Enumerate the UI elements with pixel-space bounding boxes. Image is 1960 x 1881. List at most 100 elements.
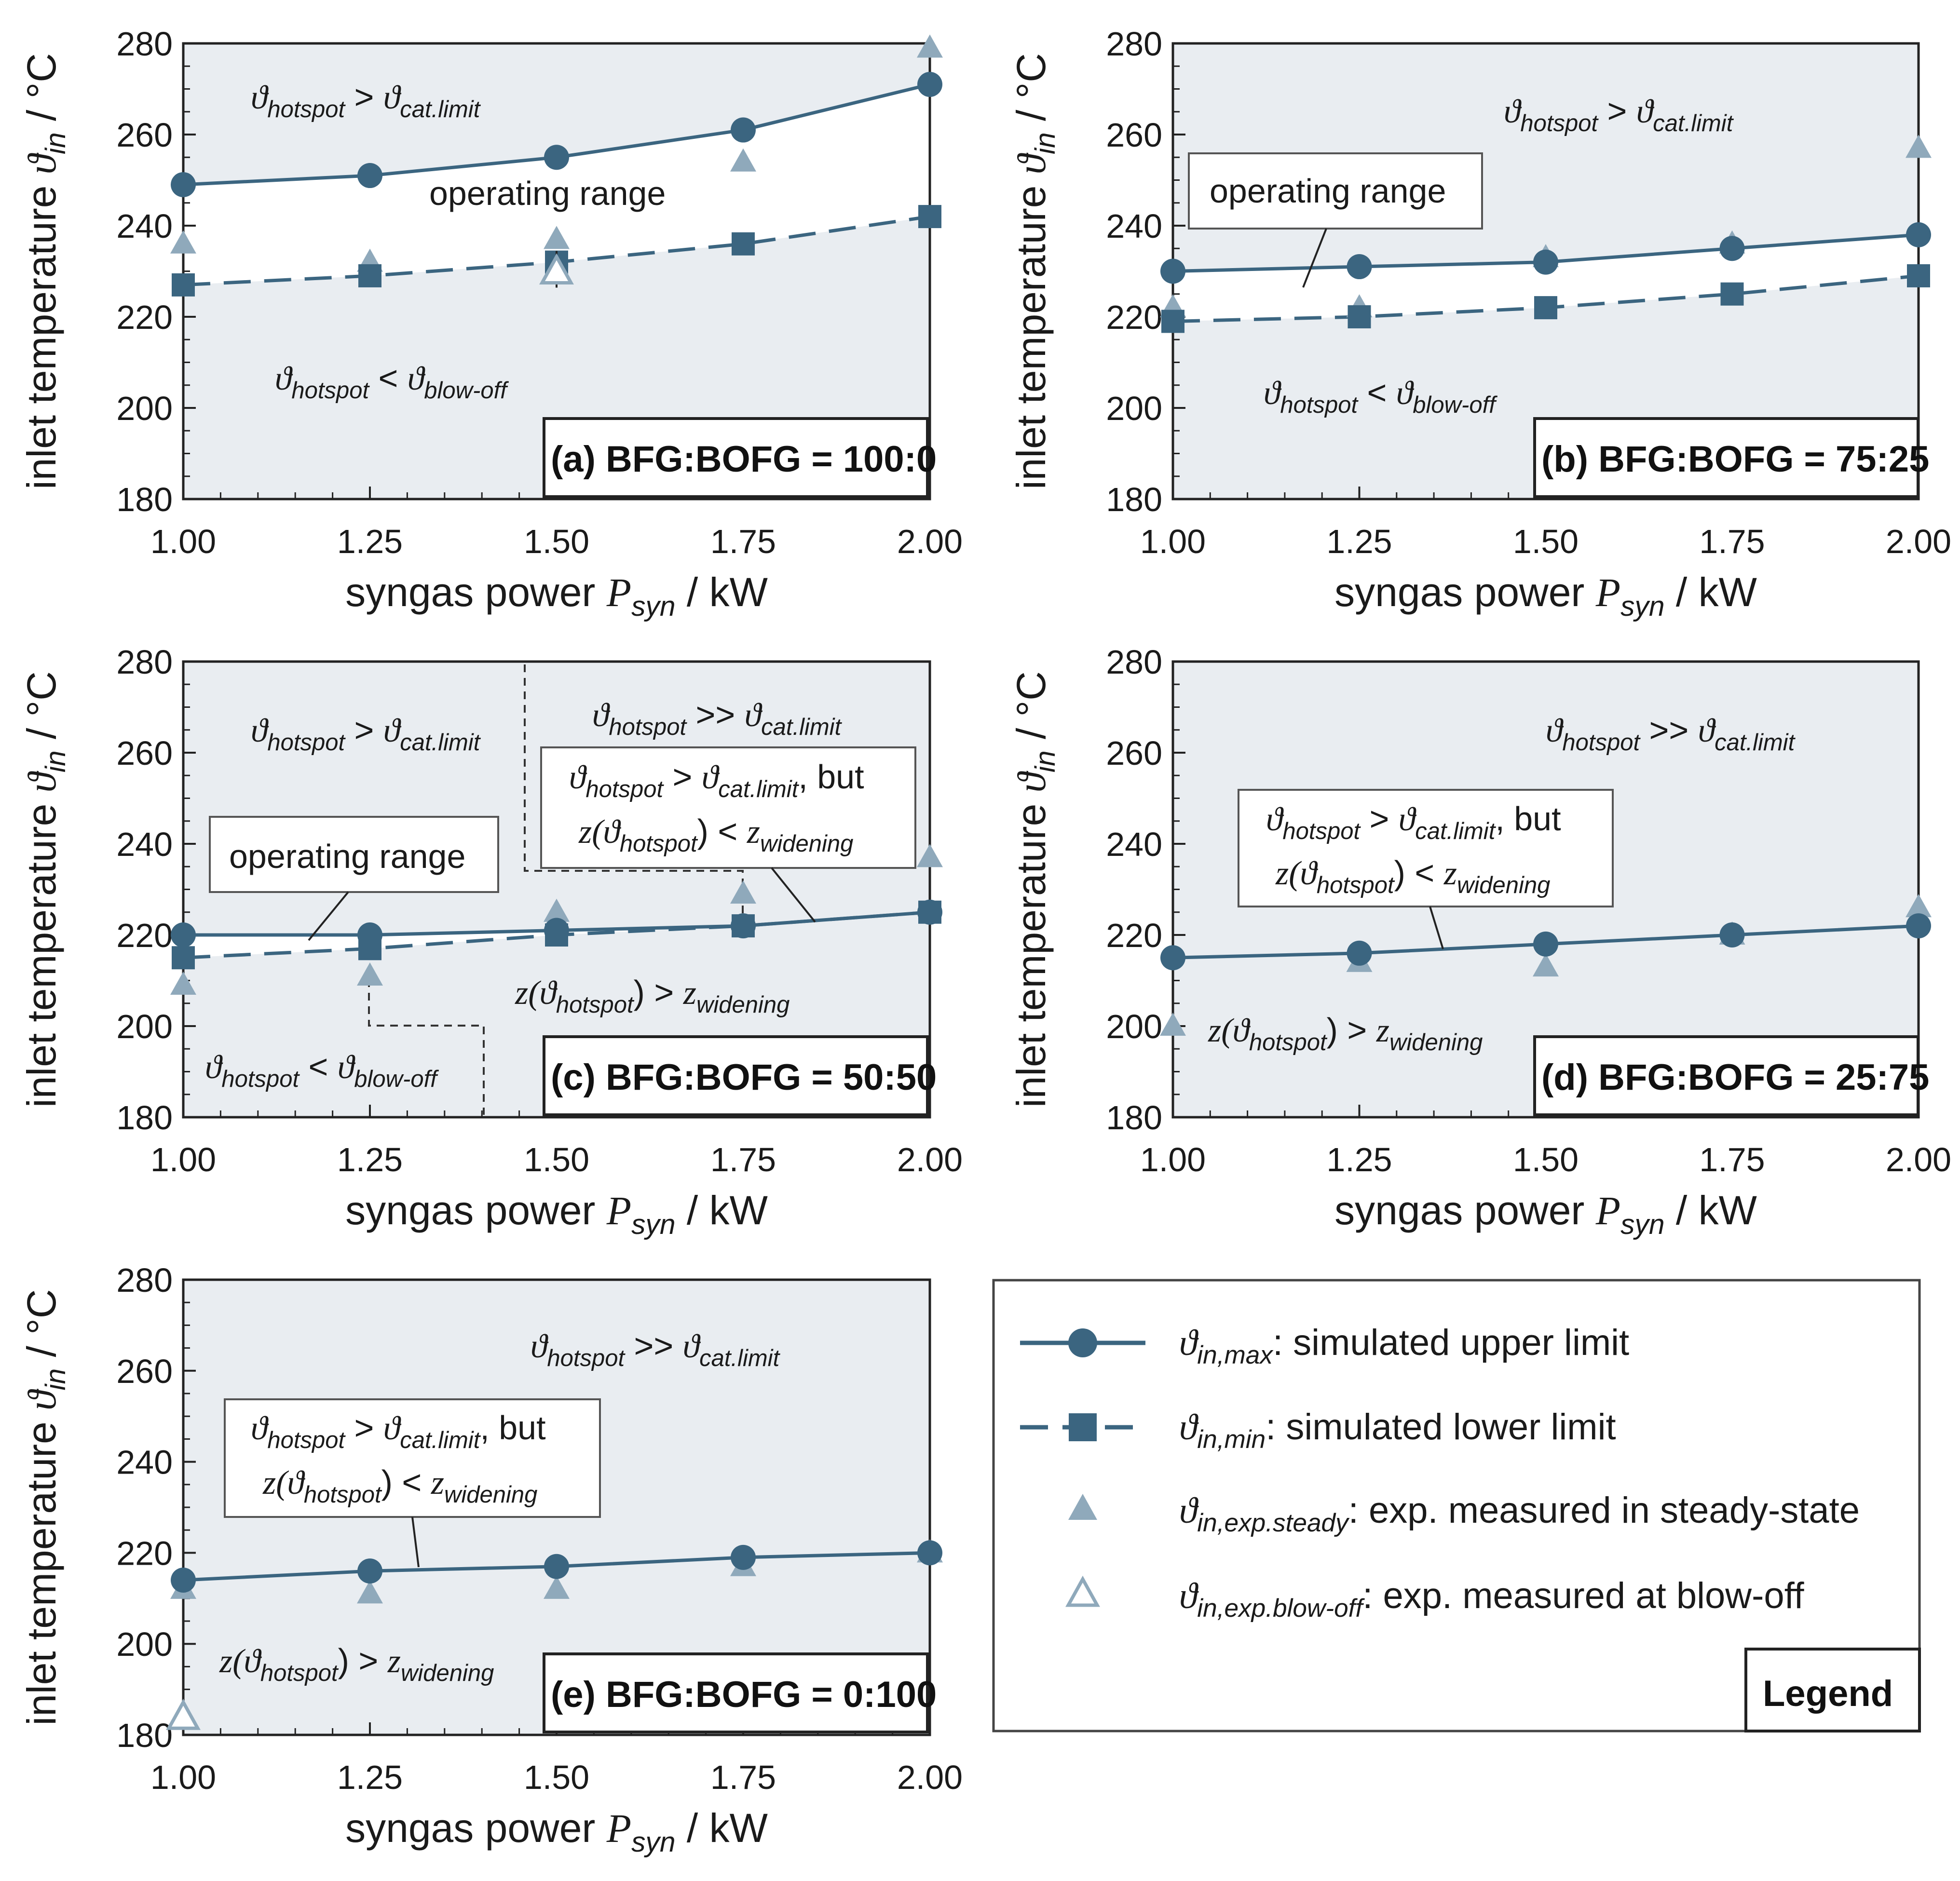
y-tick-label: 240 [1106, 207, 1162, 245]
legend-title: Legend [1763, 1673, 1893, 1714]
x-tick-label: 1.50 [1513, 523, 1579, 560]
x-tick-label: 1.75 [710, 523, 776, 560]
point-lower [1534, 296, 1557, 320]
y-tick-label: 200 [116, 1625, 173, 1663]
y-tick-label: 180 [1106, 1099, 1162, 1137]
point-steady [917, 844, 943, 867]
point-upper [544, 918, 569, 943]
widening-line2-c: z(ϑhotspot) < zwidening [578, 812, 853, 857]
x-tick-label: 1.75 [1699, 523, 1765, 560]
panel-label-b: (b) BFG:BOFG = 75:25 [1541, 439, 1929, 480]
panel-label-box-d [1533, 1035, 1919, 1116]
x-tick-label: 1.50 [524, 523, 589, 560]
series-marks-b [1160, 135, 1932, 333]
y-tick-label: 200 [1106, 1008, 1162, 1045]
y-tick-label: 200 [116, 390, 173, 427]
y-tick-label: 220 [116, 917, 173, 954]
widening-line1-d: ϑhotspot > ϑcat.limit, but [1266, 800, 1561, 844]
widening-line2-d: z(ϑhotspot) < zwidening [1275, 854, 1550, 898]
x-tick-label: 1.00 [150, 1141, 216, 1178]
point-upper [731, 913, 756, 939]
axes-c: 180 200 220 240 260 280 1.00 1.25 1.50 1.75 2.00 sy… [19, 643, 963, 1240]
point-steady [1906, 894, 1932, 918]
annot-below-blowoff-b: ϑhotspot < ϑblow-off [1264, 374, 1497, 418]
x-tick-label: 1.00 [1140, 523, 1206, 560]
axes-a: 180 200 220 240 260 280 1.00 1.25 1.50 1.75 2.00 sy… [19, 25, 963, 622]
y-tick-label: 200 [1106, 390, 1162, 427]
legend-marker-lower [1069, 1413, 1097, 1441]
annot-far-above-limit-c: ϑhotspot >> ϑcat.limit [592, 696, 843, 740]
point-blowoff [166, 1699, 201, 1730]
y-tick-label: 180 [116, 1717, 173, 1754]
x-tick-label: 1.25 [1326, 523, 1392, 560]
y-axis-label: inlet temperature ϑin / °C [19, 53, 71, 489]
x-tick-label: 2.00 [897, 1759, 963, 1796]
point-steady [170, 971, 196, 995]
operating-range-box-b [1188, 152, 1483, 230]
point-upper [1906, 222, 1931, 247]
y-tick-label: 180 [1106, 481, 1162, 518]
point-upper [917, 72, 942, 97]
point-upper [357, 1558, 382, 1584]
legend-marker-blowoff [1065, 1575, 1100, 1607]
point-steady [544, 226, 570, 249]
point-upper [1347, 940, 1372, 966]
panel-label-e: (e) BFG:BOFG = 0:100 [551, 1674, 937, 1715]
annot-above-widening-e: z(ϑhotspot) > zwidening [219, 1642, 494, 1686]
y-tick-label: 260 [116, 734, 173, 772]
divider-widening-c [524, 664, 744, 933]
y-tick-label: 240 [1106, 825, 1162, 863]
y-axis-label: inlet temperature ϑin / °C [19, 671, 71, 1108]
y-tick-label: 240 [116, 825, 173, 863]
annot-below-blowoff-a: ϑhotspot < ϑblow-off [275, 359, 509, 404]
point-upper [1719, 922, 1745, 947]
point-lower [358, 264, 381, 287]
point-lower [918, 205, 941, 229]
x-axis-label: syngas power Psyn / kW [1334, 1188, 1757, 1240]
x-tick-label: 2.00 [897, 523, 963, 560]
point-upper [544, 145, 569, 170]
annot-above-limit-b: ϑhotspot > ϑcat.limit [1504, 92, 1734, 136]
x-tick-label: 2.00 [1886, 523, 1951, 560]
legend-label-lower: ϑin,min: simulated lower limit [1179, 1407, 1616, 1454]
panel-label-box-c [543, 1035, 929, 1116]
x-axis-label: syngas power Psyn / kW [345, 1805, 768, 1858]
annot-above-limit-a: ϑhotspot > ϑcat.limit [251, 78, 481, 122]
divider-blowoff-c [368, 952, 485, 1115]
point-lower [1720, 282, 1744, 306]
point-blowoff [539, 253, 574, 284]
point-steady [544, 1575, 570, 1599]
panel-label-box-e [543, 1652, 929, 1733]
point-upper [1906, 913, 1931, 939]
y-axis-label: inlet temperature ϑin / °C [1008, 53, 1061, 489]
annot-above-widening-d: z(ϑhotspot) > zwidening [1208, 1011, 1483, 1056]
y-axis-label: inlet temperature ϑin / °C [1008, 671, 1061, 1108]
panel-b: 180 200 220 240 260 280 1.00 1.25 1.50 1.75 2.00 sy… [1008, 25, 1951, 622]
series-marks-e [166, 1539, 943, 1733]
panel-a: 180 200 220 240 260 280 1.00 1.25 1.50 1.75 2.00 sy… [19, 25, 963, 622]
x-tick-label: 1.50 [1513, 1141, 1579, 1178]
x-tick-label: 1.25 [337, 523, 403, 560]
x-tick-label: 1.25 [1326, 1141, 1392, 1178]
widening-line2-e: z(ϑhotspot) < zwidening [262, 1463, 537, 1508]
legend-marker-upper [1068, 1328, 1097, 1357]
point-steady [357, 962, 383, 986]
operating-range-pointer-c [308, 891, 349, 941]
widening-pointer-d [1429, 906, 1444, 949]
axes-e: 180 200 220 240 260 280 1.00 1.25 1.50 1.75 2.00 sy… [19, 1261, 963, 1858]
y-tick-label: 240 [116, 207, 173, 245]
point-upper [357, 922, 382, 947]
point-lower [1348, 305, 1371, 328]
point-upper [171, 922, 196, 947]
annot-far-above-limit-e: ϑhotspot >> ϑcat.limit [531, 1327, 781, 1371]
x-tick-label: 1.00 [150, 523, 216, 560]
panel-c: 180 200 220 240 260 280 1.00 1.25 1.50 1.75 2.00 sy… [19, 643, 963, 1240]
y-tick-label: 220 [116, 298, 173, 336]
point-upper [917, 1540, 942, 1566]
point-upper [1347, 254, 1372, 280]
x-axis-label: syngas power Psyn / kW [345, 1188, 768, 1240]
x-axis-label: syngas power Psyn / kW [1334, 569, 1757, 622]
point-upper [1719, 236, 1745, 261]
annot-operating-range-b: operating range [1210, 172, 1446, 210]
